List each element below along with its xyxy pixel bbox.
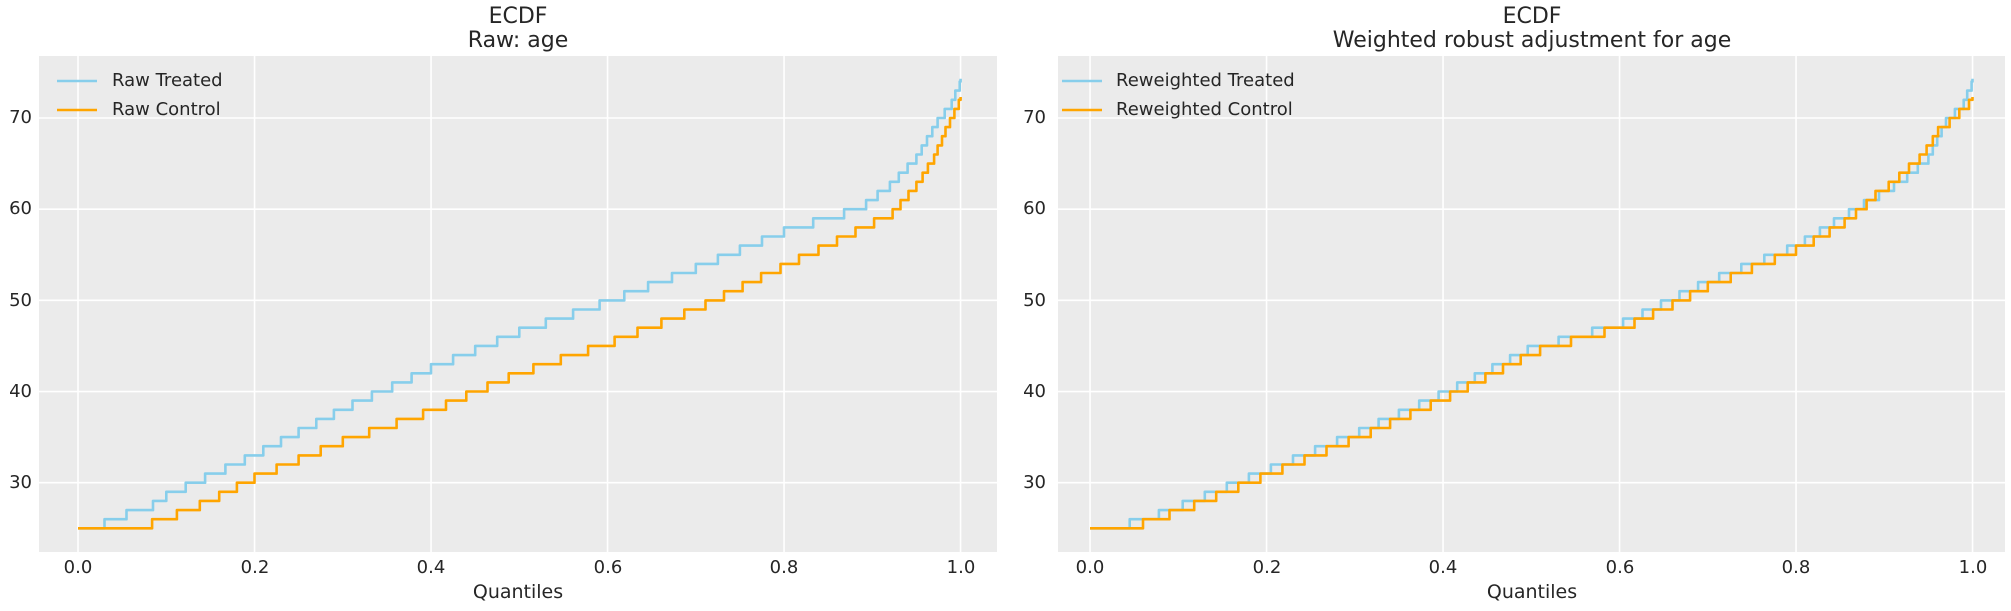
chart2-plot-area [1058, 56, 2005, 552]
chart2-ytick-50: 50 [1023, 290, 1046, 311]
chart1-xtick-1.0: 1.0 [946, 557, 976, 578]
chart2-xtick-0.4: 0.4 [1428, 557, 1458, 578]
chart1-ytick-70: 70 [9, 107, 32, 128]
chart2-ytick-70: 70 [1023, 107, 1046, 128]
chart2-title: ECDF [1502, 4, 1562, 29]
chart1-subtitle: Raw: age [467, 28, 569, 53]
chart1-xlabel: Quantiles [472, 581, 564, 603]
chart2-xtick-0.2: 0.2 [1252, 557, 1282, 578]
chart2-xtick-1.0: 1.0 [1958, 557, 1988, 578]
chart1-ytick-50: 50 [9, 290, 32, 311]
chart2-ytick-30: 30 [1023, 472, 1046, 493]
chart1-xtick-0.8: 0.8 [769, 557, 799, 578]
chart2-subtitle: Weighted robust adjustment for age [1332, 28, 1732, 53]
chart1-xtick-0.4: 0.4 [416, 557, 446, 578]
chart2-series-control-line [1090, 97, 1974, 530]
chart2-legend-label-treated: Reweighted Treated [1116, 70, 1295, 91]
chart1-ytick-30: 30 [9, 472, 32, 493]
chart2-xlabel: Quantiles [1486, 581, 1578, 603]
chart1-legend-label-control: Raw Control [112, 99, 221, 120]
chart2-xtick-0.0: 0.0 [1075, 557, 1105, 578]
chart1-xtick-0.0: 0.0 [63, 557, 93, 578]
chart1-series-treated-line [78, 78, 962, 530]
chart1-ytick-40: 40 [9, 381, 32, 402]
chart1-plot-area [39, 56, 997, 552]
chart2-legend-label-control: Reweighted Control [1116, 99, 1293, 120]
chart2-xtick-0.6: 0.6 [1605, 557, 1635, 578]
chart2-ytick-60: 60 [1023, 198, 1046, 219]
chart2-ytick-40: 40 [1023, 381, 1046, 402]
chart1-title: ECDF [488, 4, 548, 29]
chart1-xtick-0.6: 0.6 [593, 557, 623, 578]
chart1-series-control-line [78, 97, 962, 530]
chart2-xtick-0.8: 0.8 [1781, 557, 1811, 578]
chart1-legend-label-treated: Raw Treated [112, 70, 223, 91]
chart1-xtick-0.2: 0.2 [240, 557, 270, 578]
chart1-ytick-60: 60 [9, 198, 32, 219]
